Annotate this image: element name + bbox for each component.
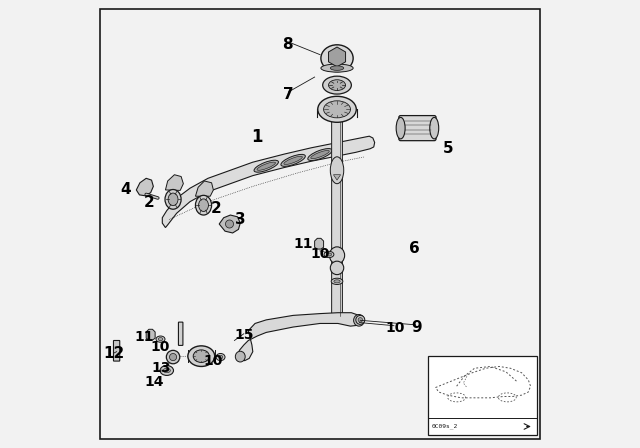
Polygon shape: [333, 175, 340, 180]
Text: 10: 10: [385, 321, 405, 335]
Ellipse shape: [163, 368, 170, 373]
Ellipse shape: [158, 338, 163, 340]
Ellipse shape: [281, 155, 305, 166]
Text: 12: 12: [103, 346, 125, 362]
Text: 3: 3: [235, 212, 246, 227]
Ellipse shape: [284, 156, 302, 164]
Ellipse shape: [168, 193, 178, 206]
Text: 8: 8: [282, 37, 293, 52]
Text: 11: 11: [293, 237, 313, 251]
Ellipse shape: [195, 195, 212, 215]
Polygon shape: [146, 329, 155, 340]
Polygon shape: [315, 238, 324, 249]
Ellipse shape: [321, 64, 353, 72]
Ellipse shape: [358, 318, 362, 322]
Ellipse shape: [324, 251, 334, 258]
Text: 9: 9: [411, 319, 422, 335]
Ellipse shape: [160, 366, 173, 375]
Ellipse shape: [328, 80, 346, 90]
FancyBboxPatch shape: [179, 322, 183, 345]
Ellipse shape: [330, 157, 344, 184]
Text: 4: 4: [120, 181, 131, 197]
Ellipse shape: [330, 261, 344, 275]
Bar: [428, 356, 538, 435]
Polygon shape: [239, 313, 362, 361]
Text: 10: 10: [204, 353, 223, 368]
Ellipse shape: [332, 278, 343, 284]
Ellipse shape: [218, 355, 223, 359]
Text: 1: 1: [252, 128, 263, 146]
Polygon shape: [136, 178, 154, 196]
Text: 10: 10: [310, 247, 330, 262]
Polygon shape: [165, 175, 184, 190]
Ellipse shape: [323, 76, 351, 94]
Ellipse shape: [321, 45, 353, 72]
Ellipse shape: [356, 315, 365, 324]
Text: 5: 5: [442, 141, 453, 156]
Ellipse shape: [308, 149, 332, 160]
Text: 2: 2: [211, 201, 221, 216]
Polygon shape: [195, 181, 213, 196]
Ellipse shape: [257, 162, 275, 170]
Ellipse shape: [188, 346, 215, 366]
Ellipse shape: [354, 314, 364, 326]
Text: 15: 15: [234, 328, 253, 342]
Text: 7: 7: [284, 86, 294, 102]
Ellipse shape: [254, 160, 278, 172]
Ellipse shape: [165, 190, 181, 209]
Text: 14: 14: [145, 375, 164, 389]
Polygon shape: [220, 215, 240, 233]
Ellipse shape: [216, 353, 225, 361]
Text: 2: 2: [143, 195, 154, 210]
Ellipse shape: [166, 350, 180, 364]
FancyBboxPatch shape: [113, 340, 120, 361]
Text: 11: 11: [134, 330, 154, 344]
Ellipse shape: [317, 96, 356, 122]
Text: 10: 10: [151, 340, 170, 354]
Text: 13: 13: [151, 361, 171, 375]
Ellipse shape: [324, 101, 351, 118]
Ellipse shape: [193, 350, 209, 362]
Ellipse shape: [156, 336, 165, 342]
Ellipse shape: [334, 280, 340, 283]
Ellipse shape: [170, 353, 177, 361]
Ellipse shape: [330, 66, 344, 70]
Ellipse shape: [430, 117, 439, 139]
Ellipse shape: [396, 117, 405, 139]
Ellipse shape: [236, 351, 245, 362]
Ellipse shape: [330, 247, 344, 264]
Ellipse shape: [326, 253, 332, 256]
Text: 6: 6: [409, 241, 419, 256]
Polygon shape: [163, 136, 374, 228]
Ellipse shape: [198, 199, 209, 211]
Ellipse shape: [311, 151, 329, 159]
FancyBboxPatch shape: [399, 116, 436, 141]
Text: 0C09s_2: 0C09s_2: [432, 424, 458, 429]
FancyBboxPatch shape: [332, 111, 342, 319]
Ellipse shape: [225, 220, 234, 228]
